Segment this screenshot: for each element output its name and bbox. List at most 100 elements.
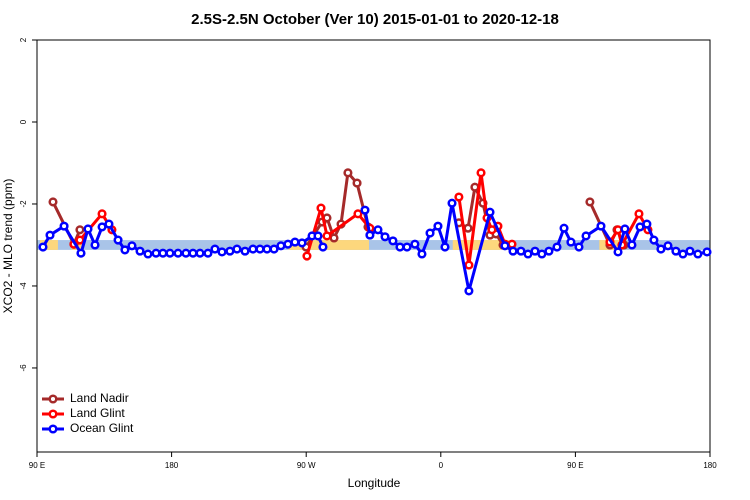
data-point xyxy=(173,248,183,258)
data-point xyxy=(151,248,161,258)
y-tick-label: 2 xyxy=(19,37,28,42)
land-band xyxy=(288,240,370,250)
data-point xyxy=(613,247,623,257)
data-point xyxy=(685,246,695,256)
y-tick-label: -2 xyxy=(19,200,28,208)
data-point xyxy=(581,231,591,241)
data-point xyxy=(388,236,398,246)
data-point xyxy=(195,248,205,258)
legend-label: Ocean Glint xyxy=(70,421,134,435)
data-point xyxy=(59,221,69,231)
data-point xyxy=(104,219,114,229)
data-point xyxy=(158,248,168,258)
data-point xyxy=(454,192,464,202)
data-point xyxy=(217,247,227,257)
data-point xyxy=(559,223,569,233)
data-point xyxy=(693,249,703,259)
chart-title: 2.5S-2.5N October (Ver 10) 2015-01-01 to… xyxy=(191,11,559,28)
data-point xyxy=(90,240,100,250)
land-band xyxy=(39,240,58,250)
data-point xyxy=(143,249,153,259)
data-point xyxy=(48,197,58,207)
data-point xyxy=(313,231,323,241)
data-point xyxy=(329,233,339,243)
data-point xyxy=(322,231,332,241)
ocean-band xyxy=(37,240,710,250)
data-point xyxy=(127,241,137,251)
legend-label: Land Glint xyxy=(70,406,125,420)
data-point xyxy=(656,244,666,254)
data-point xyxy=(269,244,279,254)
data-point xyxy=(255,244,265,254)
data-point xyxy=(523,249,533,259)
data-point xyxy=(507,239,517,249)
data-point xyxy=(537,249,547,259)
data-point xyxy=(433,221,443,231)
data-point xyxy=(210,244,220,254)
data-point xyxy=(552,242,562,252)
data-point xyxy=(352,178,362,188)
series xyxy=(48,168,629,252)
legend-marker xyxy=(48,424,58,434)
data-point xyxy=(76,248,86,258)
data-point xyxy=(380,232,390,242)
data-point xyxy=(395,242,405,252)
data-point xyxy=(83,224,93,234)
data-point xyxy=(530,246,540,256)
data-point xyxy=(702,247,712,257)
data-point xyxy=(635,222,645,232)
data-point xyxy=(425,228,435,238)
y-axis-label: XCO2 - MLO trend (ppm) xyxy=(1,179,15,314)
data-point xyxy=(544,246,554,256)
x-tick-label: 90 E xyxy=(567,461,583,470)
data-point xyxy=(678,249,688,259)
x-axis-label: Longitude xyxy=(348,476,401,490)
data-point xyxy=(373,225,383,235)
data-point xyxy=(634,209,644,219)
data-point xyxy=(203,248,213,258)
data-point xyxy=(360,205,370,215)
data-point xyxy=(302,251,312,261)
x-tick-label: 180 xyxy=(165,461,179,470)
data-point xyxy=(343,168,353,178)
data-point xyxy=(627,240,637,250)
data-point xyxy=(574,242,584,252)
legend-marker xyxy=(48,394,58,404)
data-point xyxy=(620,224,630,234)
data-point xyxy=(470,182,480,192)
data-point xyxy=(487,225,497,235)
data-point xyxy=(464,260,474,270)
data-point xyxy=(248,244,258,254)
data-point xyxy=(613,225,623,235)
data-point xyxy=(97,209,107,219)
data-point xyxy=(410,239,420,249)
y-tick-label: 0 xyxy=(19,119,28,124)
x-tick-label: 0 xyxy=(439,461,444,470)
data-point xyxy=(464,286,474,296)
data-point xyxy=(663,241,673,251)
data-point xyxy=(440,242,450,252)
series-line xyxy=(51,169,626,249)
data-point xyxy=(240,246,250,256)
data-point xyxy=(38,242,48,252)
data-point xyxy=(135,246,145,256)
data-point xyxy=(596,221,606,231)
data-point xyxy=(402,242,412,252)
data-point xyxy=(642,219,652,229)
data-point xyxy=(566,237,576,247)
data-point xyxy=(585,197,595,207)
data-point xyxy=(365,230,375,240)
data-point xyxy=(188,248,198,258)
data-point xyxy=(225,246,235,256)
data-point xyxy=(516,246,526,256)
legend-label: Land Nadir xyxy=(70,391,129,405)
y-tick-label: -6 xyxy=(19,364,28,372)
data-point xyxy=(318,242,328,252)
data-point xyxy=(181,248,191,258)
data-point xyxy=(353,209,363,219)
series xyxy=(38,198,712,296)
legend-marker xyxy=(48,409,58,419)
data-point xyxy=(232,244,242,254)
data-point xyxy=(508,246,518,256)
